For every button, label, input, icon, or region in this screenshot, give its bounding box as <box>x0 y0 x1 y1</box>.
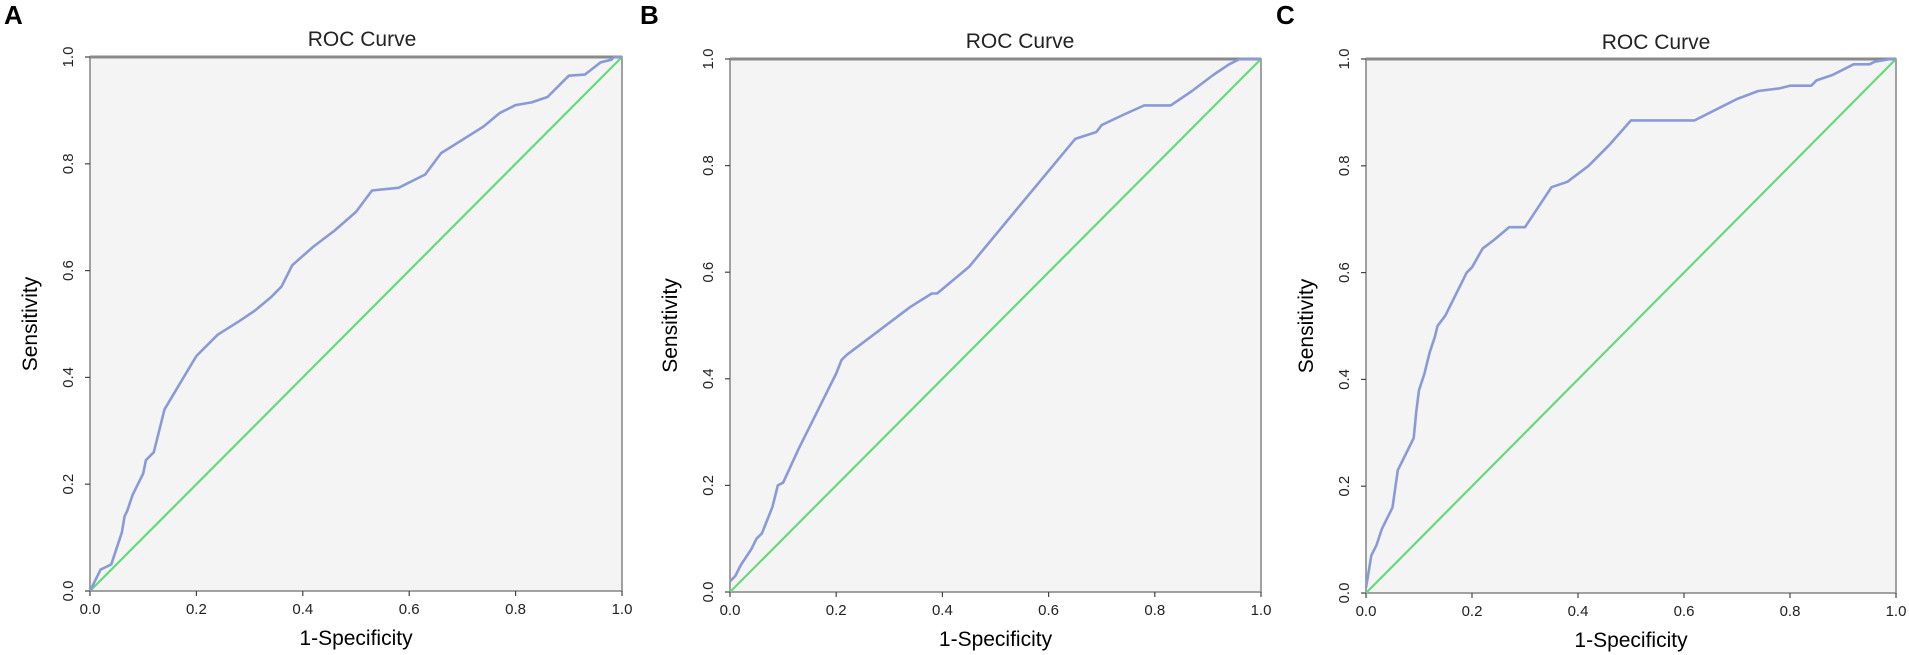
y-tick-label: 0.4 <box>60 367 77 388</box>
y-tick-label: 0.4 <box>700 368 717 389</box>
x-tick-label: 0.6 <box>399 601 420 618</box>
reference-line <box>89 56 623 592</box>
x-tick-label: 1.0 <box>612 601 633 618</box>
y-tick-label: 0.0 <box>700 582 717 603</box>
x-tick-label: 0.0 <box>720 602 741 619</box>
x-axis-label: 1-Specificity <box>939 628 1053 651</box>
x-tick-label: 1.0 <box>1886 603 1907 620</box>
reference-line <box>729 58 1262 593</box>
panel-c: C ROC Curve 0.0 0.2 0.4 0.6 0.8 1.0 0.0 … <box>1276 0 1906 652</box>
y-tick-label: 0.0 <box>60 581 77 602</box>
x-tick-label: 0.2 <box>186 601 207 618</box>
y-tick-label: 1.0 <box>700 49 717 70</box>
y-axis-label: Sensitivity <box>659 278 682 373</box>
panel-a: A ROC Curve 0.0 0.2 0.4 0.6 0.8 1.0 0.0 … <box>4 0 632 650</box>
panel-letter: C <box>1276 0 1295 30</box>
x-axis-label: 1-Specificity <box>299 627 413 650</box>
x-tick-label: 0.8 <box>1144 602 1165 619</box>
y-axis-label: Sensitivity <box>1295 278 1318 373</box>
roc-curve <box>1364 57 1896 588</box>
x-tick-label: 0.4 <box>292 601 313 618</box>
y-tick-label: 0.8 <box>60 153 77 174</box>
x-tick-label: 0.6 <box>1674 603 1695 620</box>
x-tick-label: 0.4 <box>932 602 953 619</box>
y-axis-label: Sensitivity <box>19 276 42 371</box>
x-tick-label: 1.0 <box>1251 602 1272 619</box>
x-tick-label: 0.8 <box>1780 603 1801 620</box>
panel-letter: B <box>640 0 659 30</box>
chart-title: ROC Curve <box>308 28 417 51</box>
x-tick-label: 0.8 <box>505 601 526 618</box>
roc-curve <box>729 57 1261 583</box>
y-tick-label: 0.2 <box>1336 476 1353 497</box>
roc-curve <box>88 55 622 592</box>
y-tick-label: 0.0 <box>1336 583 1353 604</box>
x-tick-label: 0.2 <box>826 602 847 619</box>
x-axis-label: 1-Specificity <box>1574 629 1688 652</box>
x-tick-label: 0.6 <box>1038 602 1059 619</box>
y-tick-label: 0.4 <box>1336 369 1353 390</box>
panel-b: B ROC Curve 0.0 0.2 0.4 0.6 0.8 1.0 0.0 … <box>640 0 1271 651</box>
x-tick-label: 0.0 <box>80 601 101 618</box>
x-tick-label: 0.2 <box>1462 603 1483 620</box>
y-tick-label: 0.6 <box>60 260 77 281</box>
reference-line <box>1365 58 1897 594</box>
y-tick-label: 0.6 <box>1336 262 1353 283</box>
y-tick-label: 0.2 <box>60 474 77 495</box>
panel-letter: A <box>4 0 23 30</box>
y-tick-label: 0.2 <box>700 475 717 496</box>
y-tick-label: 1.0 <box>60 47 77 68</box>
x-tick-label: 0.0 <box>1356 603 1377 620</box>
y-tick-label: 1.0 <box>1336 49 1353 70</box>
y-tick-label: 0.6 <box>700 262 717 283</box>
chart-title: ROC Curve <box>966 30 1075 53</box>
x-tick-label: 0.4 <box>1568 603 1589 620</box>
chart-title: ROC Curve <box>1602 31 1711 54</box>
y-tick-label: 0.8 <box>1336 155 1353 176</box>
y-tick-label: 0.8 <box>700 155 717 176</box>
